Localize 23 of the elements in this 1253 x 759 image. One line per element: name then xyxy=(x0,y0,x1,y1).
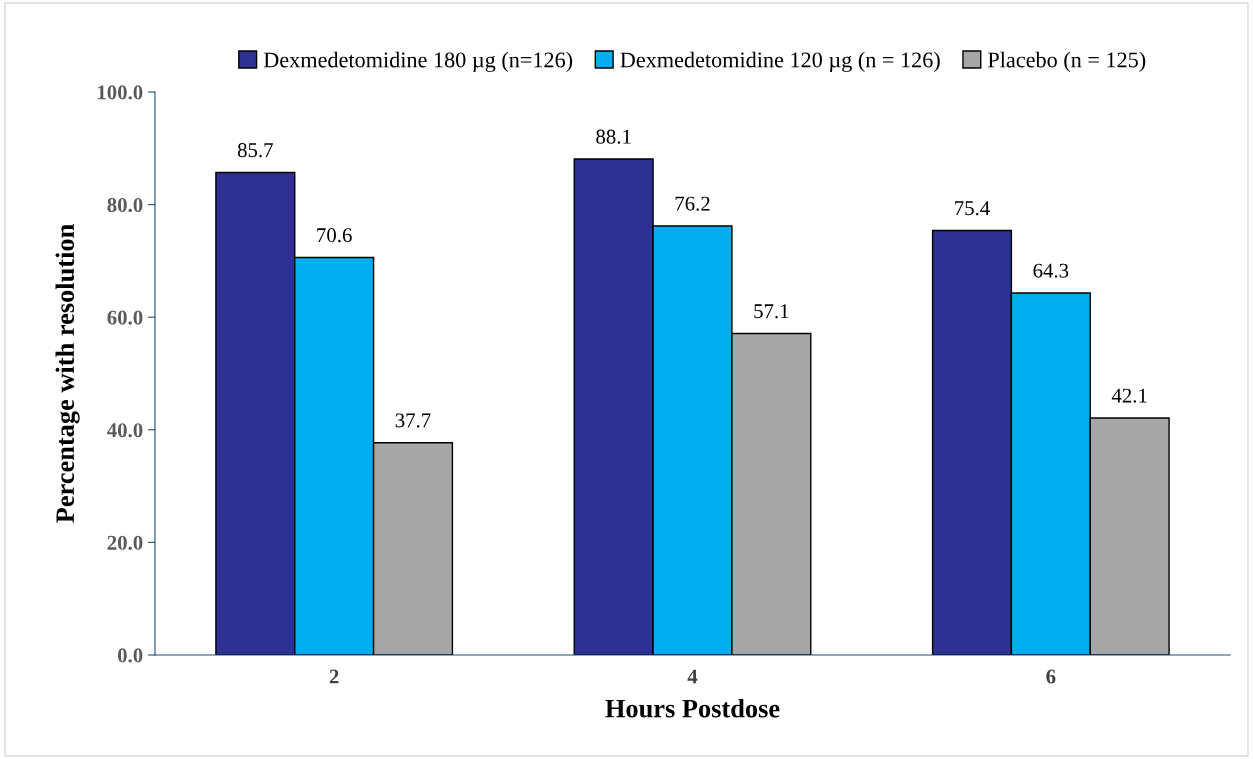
y-tick-label: 80.0 xyxy=(107,197,143,213)
data-label: 57.1 xyxy=(754,304,789,319)
x-tick-label: 2 xyxy=(329,669,339,684)
y-tick-label: 20.0 xyxy=(107,535,143,550)
x-tick-label: 4 xyxy=(687,669,698,684)
data-label: 64.3 xyxy=(1033,263,1069,278)
x-axis-title: Hours Postdose xyxy=(605,698,780,718)
legend-label: Dexmedetomidine 120 µg (n = 126) xyxy=(620,51,940,72)
data-label: 70.6 xyxy=(317,228,352,243)
data-label: 76.2 xyxy=(675,196,710,211)
y-tick-label: 100.0 xyxy=(97,85,143,100)
y-tick-label: 0.0 xyxy=(117,648,143,663)
data-label: 85.7 xyxy=(237,143,273,158)
data-label: 88.1 xyxy=(596,129,631,144)
data-label: 37.7 xyxy=(395,413,431,428)
legend-label: Dexmedetomidine 180 µg (n=126) xyxy=(263,51,573,72)
y-tick-label: 60.0 xyxy=(107,310,143,325)
x-tick-label: 6 xyxy=(1046,669,1056,684)
data-label: 75.4 xyxy=(955,201,990,216)
legend-label: Placebo (n = 125) xyxy=(988,51,1146,72)
data-label: 42.1 xyxy=(1111,388,1147,403)
y-tick-label: 40.0 xyxy=(107,423,143,438)
y-axis-title: Percentage with resolution xyxy=(55,224,80,523)
